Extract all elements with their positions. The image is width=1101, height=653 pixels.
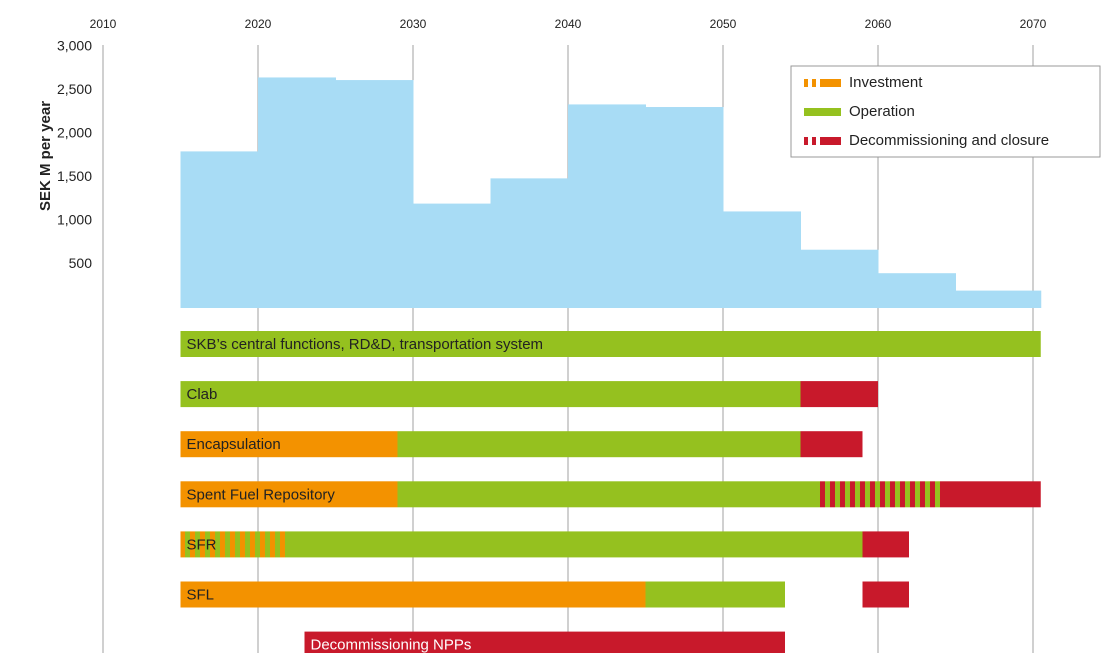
gantt-segment	[862, 581, 909, 608]
y-tick-label: 3,000	[57, 38, 92, 54]
row-label: SKB’s central functions, RD&D, transport…	[187, 336, 544, 353]
x-tick-label: 2050	[710, 17, 737, 31]
row-label: Clab	[187, 386, 218, 403]
x-tick-label: 2020	[245, 17, 272, 31]
legend-icon	[812, 79, 816, 87]
gantt-segment	[180, 431, 398, 458]
gantt-segment	[289, 531, 863, 558]
step-bar	[955, 290, 1042, 308]
x-tick-label: 2070	[1020, 17, 1047, 31]
gantt-segment	[397, 481, 816, 508]
legend-icon	[820, 79, 824, 87]
row-label: SFR	[187, 536, 217, 553]
x-tick-label: 2030	[400, 17, 427, 31]
step-bar	[800, 249, 879, 308]
x-tick-label: 2010	[90, 17, 117, 31]
gantt-segment	[180, 581, 646, 608]
gantt-segment	[180, 481, 398, 508]
y-tick-label: 2,000	[57, 125, 92, 141]
gantt-segment	[940, 481, 1041, 508]
row-label: Spent Fuel Repository	[187, 486, 336, 503]
step-bar	[490, 178, 569, 308]
row-label: Decommissioning NPPs	[311, 637, 472, 653]
step-bar	[258, 77, 336, 308]
gantt-segment	[397, 431, 801, 458]
row-label: Encapsulation	[187, 436, 281, 453]
y-axis-label: SEK M per year	[37, 101, 54, 211]
step-bar	[180, 151, 259, 308]
legend-label: Operation	[849, 103, 915, 120]
legend-icon	[824, 137, 841, 145]
y-tick-label: 1,000	[57, 212, 92, 228]
step-bar	[568, 104, 646, 308]
legend-icon	[804, 137, 808, 145]
gantt-segment	[816, 481, 940, 508]
y-tick-label: 500	[69, 255, 93, 271]
gantt-segment	[645, 581, 785, 608]
legend-icon	[824, 79, 841, 87]
legend-icon	[812, 137, 816, 145]
legend-box	[790, 65, 1101, 158]
step-bar	[723, 211, 801, 308]
y-tick-label: 2,500	[57, 81, 92, 97]
gantt-segment	[180, 331, 1041, 357]
x-tick-label: 2040	[555, 17, 582, 31]
gantt-segment	[180, 531, 289, 558]
step-bar	[335, 80, 414, 308]
gantt-segment	[304, 631, 785, 653]
legend-label: Investment	[849, 74, 923, 91]
gantt-segment	[862, 531, 909, 558]
step-bar	[413, 203, 491, 308]
gantt-segment	[180, 381, 801, 408]
legend: Investment Operation Decommissioning and c…	[790, 65, 1101, 158]
gantt-segment	[800, 431, 863, 458]
row-label: SFL	[187, 586, 215, 603]
y-tick-label: 1,500	[57, 168, 92, 184]
gantt-segment	[800, 381, 878, 408]
legend-label: Decommissioning and closure	[849, 132, 1049, 149]
legend-icon	[804, 108, 841, 116]
legend-icon	[820, 137, 824, 145]
step-bar	[878, 273, 956, 308]
legend-icon	[804, 79, 808, 87]
step-bar	[645, 107, 724, 308]
x-tick-label: 2060	[865, 17, 892, 31]
